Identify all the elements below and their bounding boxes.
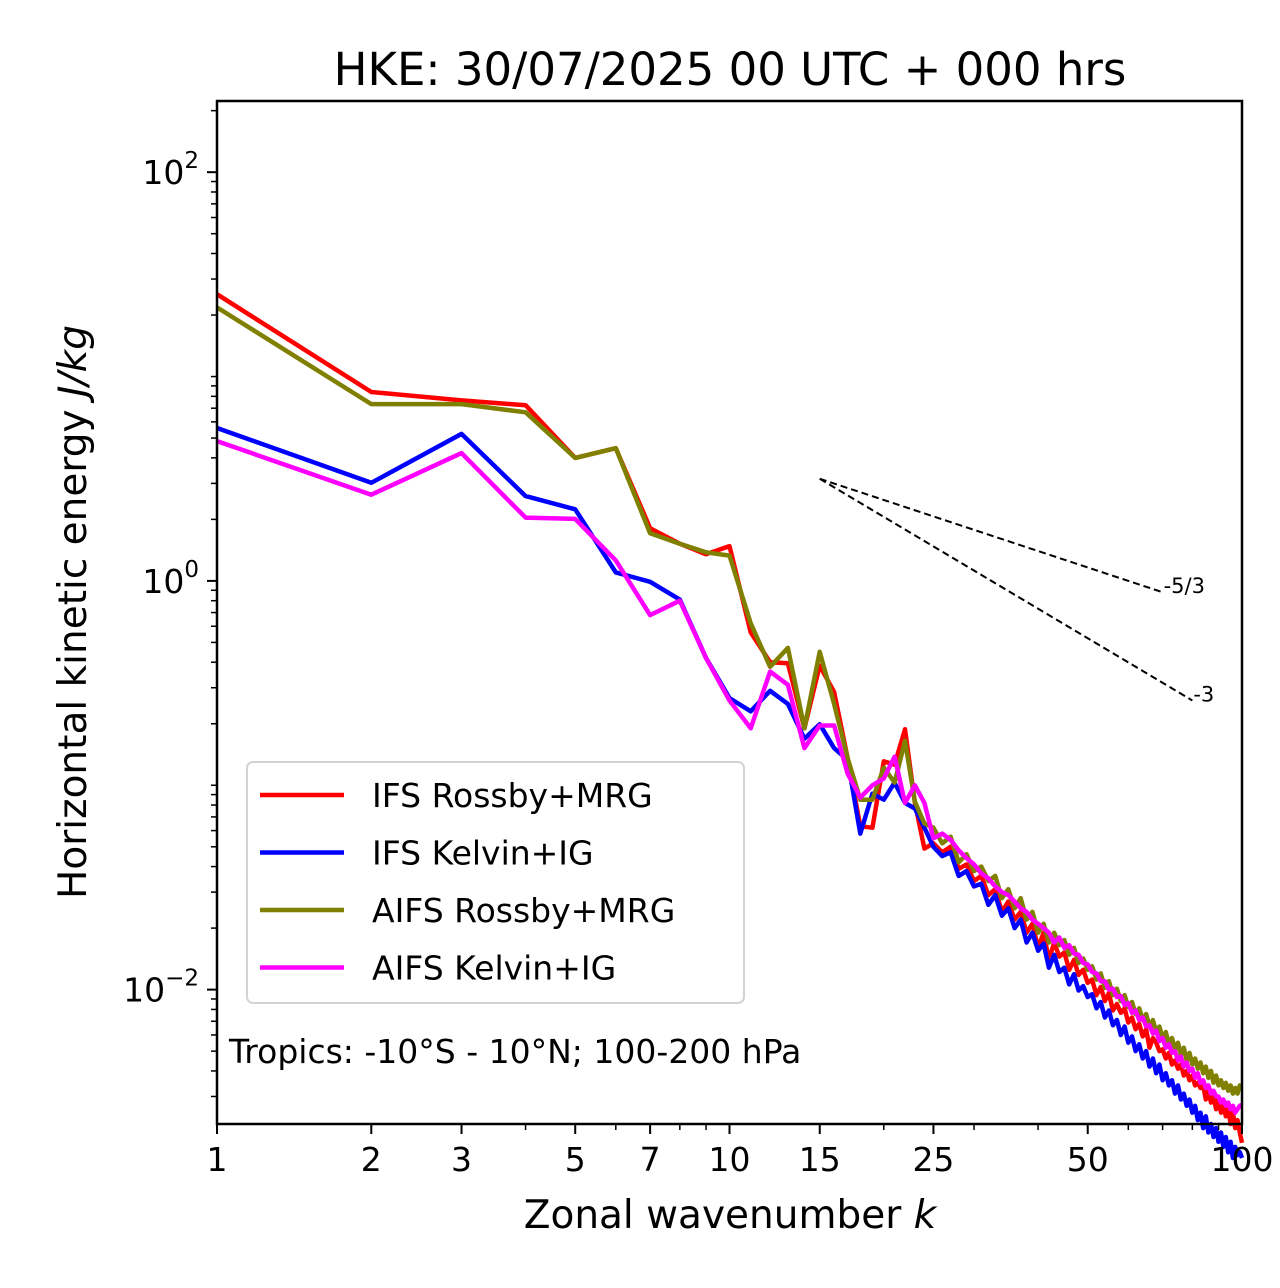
legend: IFS Rossby+MRG IFS Kelvin+IG AIFS Rossby+M… [246,761,745,1004]
legend-label: AIFS Kelvin+IG [372,949,616,988]
legend-item: IFS Rossby+MRG [260,776,653,815]
series-line-ifs-kelvin-ig [216,425,1245,1161]
y-tick-label: 10−2 [123,966,199,1010]
y-tick-label: 100 [142,557,199,601]
x-tick-label: 2 [361,1140,382,1179]
reference-line-slope-0 [819,477,1163,594]
legend-item: AIFS Rossby+MRG [260,891,675,930]
legend-item: AIFS Kelvin+IG [260,949,616,988]
legend-label: IFS Kelvin+IG [372,834,594,873]
x-tick-label: 7 [640,1140,661,1179]
x-tick-label: 100 [1211,1140,1274,1179]
x-tick-label: 1 [207,1140,228,1179]
x-tick-label: 5 [565,1140,586,1179]
x-axis-label: Zonal wavenumber k [524,1193,938,1238]
y-axis-label-text: Horizontal kinetic energy [51,409,96,899]
reference-line-label: -5/3 [1164,574,1205,598]
region-annotation: Tropics: -10°S - 10°N; 100-200 hPa [228,1032,801,1071]
x-axis-ticks: 1 2 3 5 7 10 15 25 50 100 [207,1124,1274,1179]
legend-item: IFS Kelvin+IG [260,834,594,873]
legend-frame [246,761,745,1004]
y-axis-label: Horizontal kinetic energy J/kg [51,325,96,899]
reference-lines: -5/3 -3 [819,477,1214,706]
reference-line-slope-1 [819,477,1193,702]
x-axis-label-symbol: k [914,1193,938,1238]
x-tick-label: 3 [451,1140,472,1179]
y-axis-ticks: 102 100 10−2 [123,109,217,1098]
x-axis-label-text: Zonal wavenumber [524,1193,902,1238]
legend-items: IFS Rossby+MRG IFS Kelvin+IG AIFS Rossby+M… [260,776,675,988]
x-tick-label: 25 [912,1140,954,1179]
legend-label: AIFS Rossby+MRG [372,891,675,930]
legend-label: IFS Rossby+MRG [372,776,653,815]
series-layer [215,292,1245,1161]
y-axis-label-unit: J/kg [51,325,96,404]
chart-title: HKE: 30/07/2025 00 UTC + 000 hrs [334,43,1127,96]
series-line-aifs-kelvin-ig [216,438,1243,1115]
x-tick-label: 50 [1067,1140,1109,1179]
x-tick-label: 10 [709,1140,751,1179]
reference-line-label: -3 [1193,682,1214,706]
y-tick-label: 102 [142,148,199,192]
x-tick-label: 15 [799,1140,841,1179]
